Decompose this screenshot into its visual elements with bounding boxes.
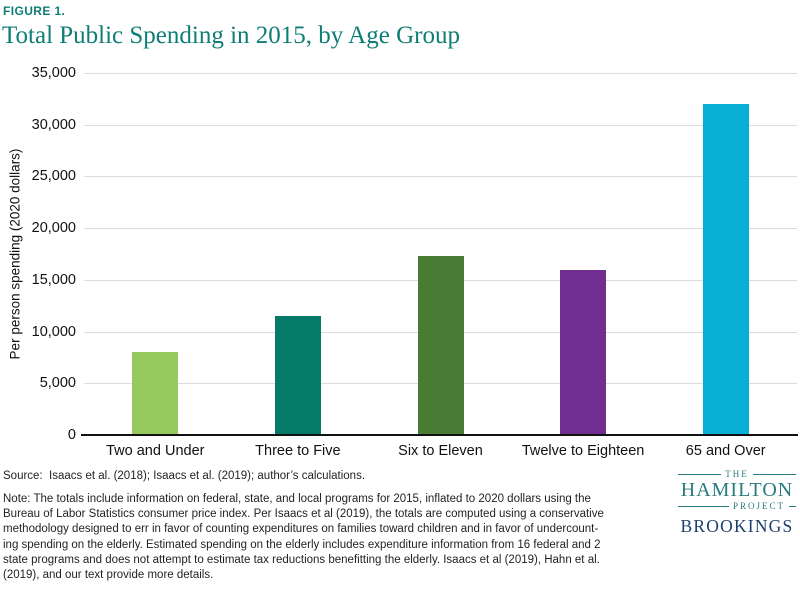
y-gridline [84, 124, 797, 126]
logo-brookings: BROOKINGS [680, 516, 794, 536]
x-tick-label: Three to Five [255, 443, 341, 459]
bar-chart: Per person spending (2020 dollars) 0 5,00… [8, 65, 798, 459]
logo-the: THE [725, 469, 749, 479]
logo-bottom-rule: PROJECT [678, 501, 796, 511]
bar-two-and-under [132, 352, 179, 434]
bar-six-to-eleven [417, 256, 464, 434]
note-line: Note: The totals include information on … [3, 493, 591, 505]
logo-project: PROJECT [732, 501, 785, 511]
bar-three-to-five [274, 316, 321, 434]
y-tick-label: 30,000 [31, 116, 76, 133]
figure-label: FIGURE 1. [3, 4, 66, 18]
bar-65-and-over [702, 104, 749, 434]
bar-twelve-to-eighteen [560, 269, 607, 434]
logo-top-rule: THE [678, 469, 796, 479]
y-tick-label: 15,000 [31, 271, 76, 288]
note-line: (2019), and our text provide more detail… [3, 569, 214, 582]
x-tick-label: Twelve to Eighteen [521, 443, 645, 459]
y-tick-label: 5,000 [39, 375, 76, 392]
y-tick-label: 35,000 [31, 65, 76, 81]
note-line: Bureau of Labor Statistics consumer pric… [3, 508, 604, 521]
y-gridline [84, 176, 797, 178]
brookings-hamilton-logo: THE HAMILTON PROJECT BROOKINGS [678, 469, 796, 537]
y-tick-label: 10,000 [31, 323, 76, 340]
x-tick-label: 65 and Over [685, 443, 766, 459]
logo-rule-line [752, 473, 796, 475]
x-tick-label: Two and Under [106, 443, 205, 459]
note-line: ing spending on the elderly. Estimated s… [3, 538, 601, 551]
chart-title: Total Public Spending in 2015, by Age Gr… [2, 22, 460, 49]
y-tick-label: 20,000 [31, 220, 76, 237]
y-tick-label: 0 [67, 427, 76, 443]
note-line: state programs and does not attempt to e… [3, 553, 600, 566]
figure-note: Note: The totals include information on … [3, 492, 604, 583]
logo-rule-line [678, 505, 729, 507]
x-axis-line [81, 434, 798, 436]
logo-rule-line [678, 473, 722, 475]
x-tick-label: Six to Eleven [398, 443, 483, 459]
y-gridline [84, 73, 797, 74]
logo-rule-line [789, 505, 796, 507]
y-gridline [84, 228, 797, 230]
logo-hamilton: HAMILTON [680, 479, 794, 501]
source-note: Source: Isaacs et al. (2018); Isaacs et … [3, 470, 366, 482]
note-line: methodology designed to err in favor of … [3, 523, 599, 536]
y-tick-label: 25,000 [31, 168, 76, 185]
